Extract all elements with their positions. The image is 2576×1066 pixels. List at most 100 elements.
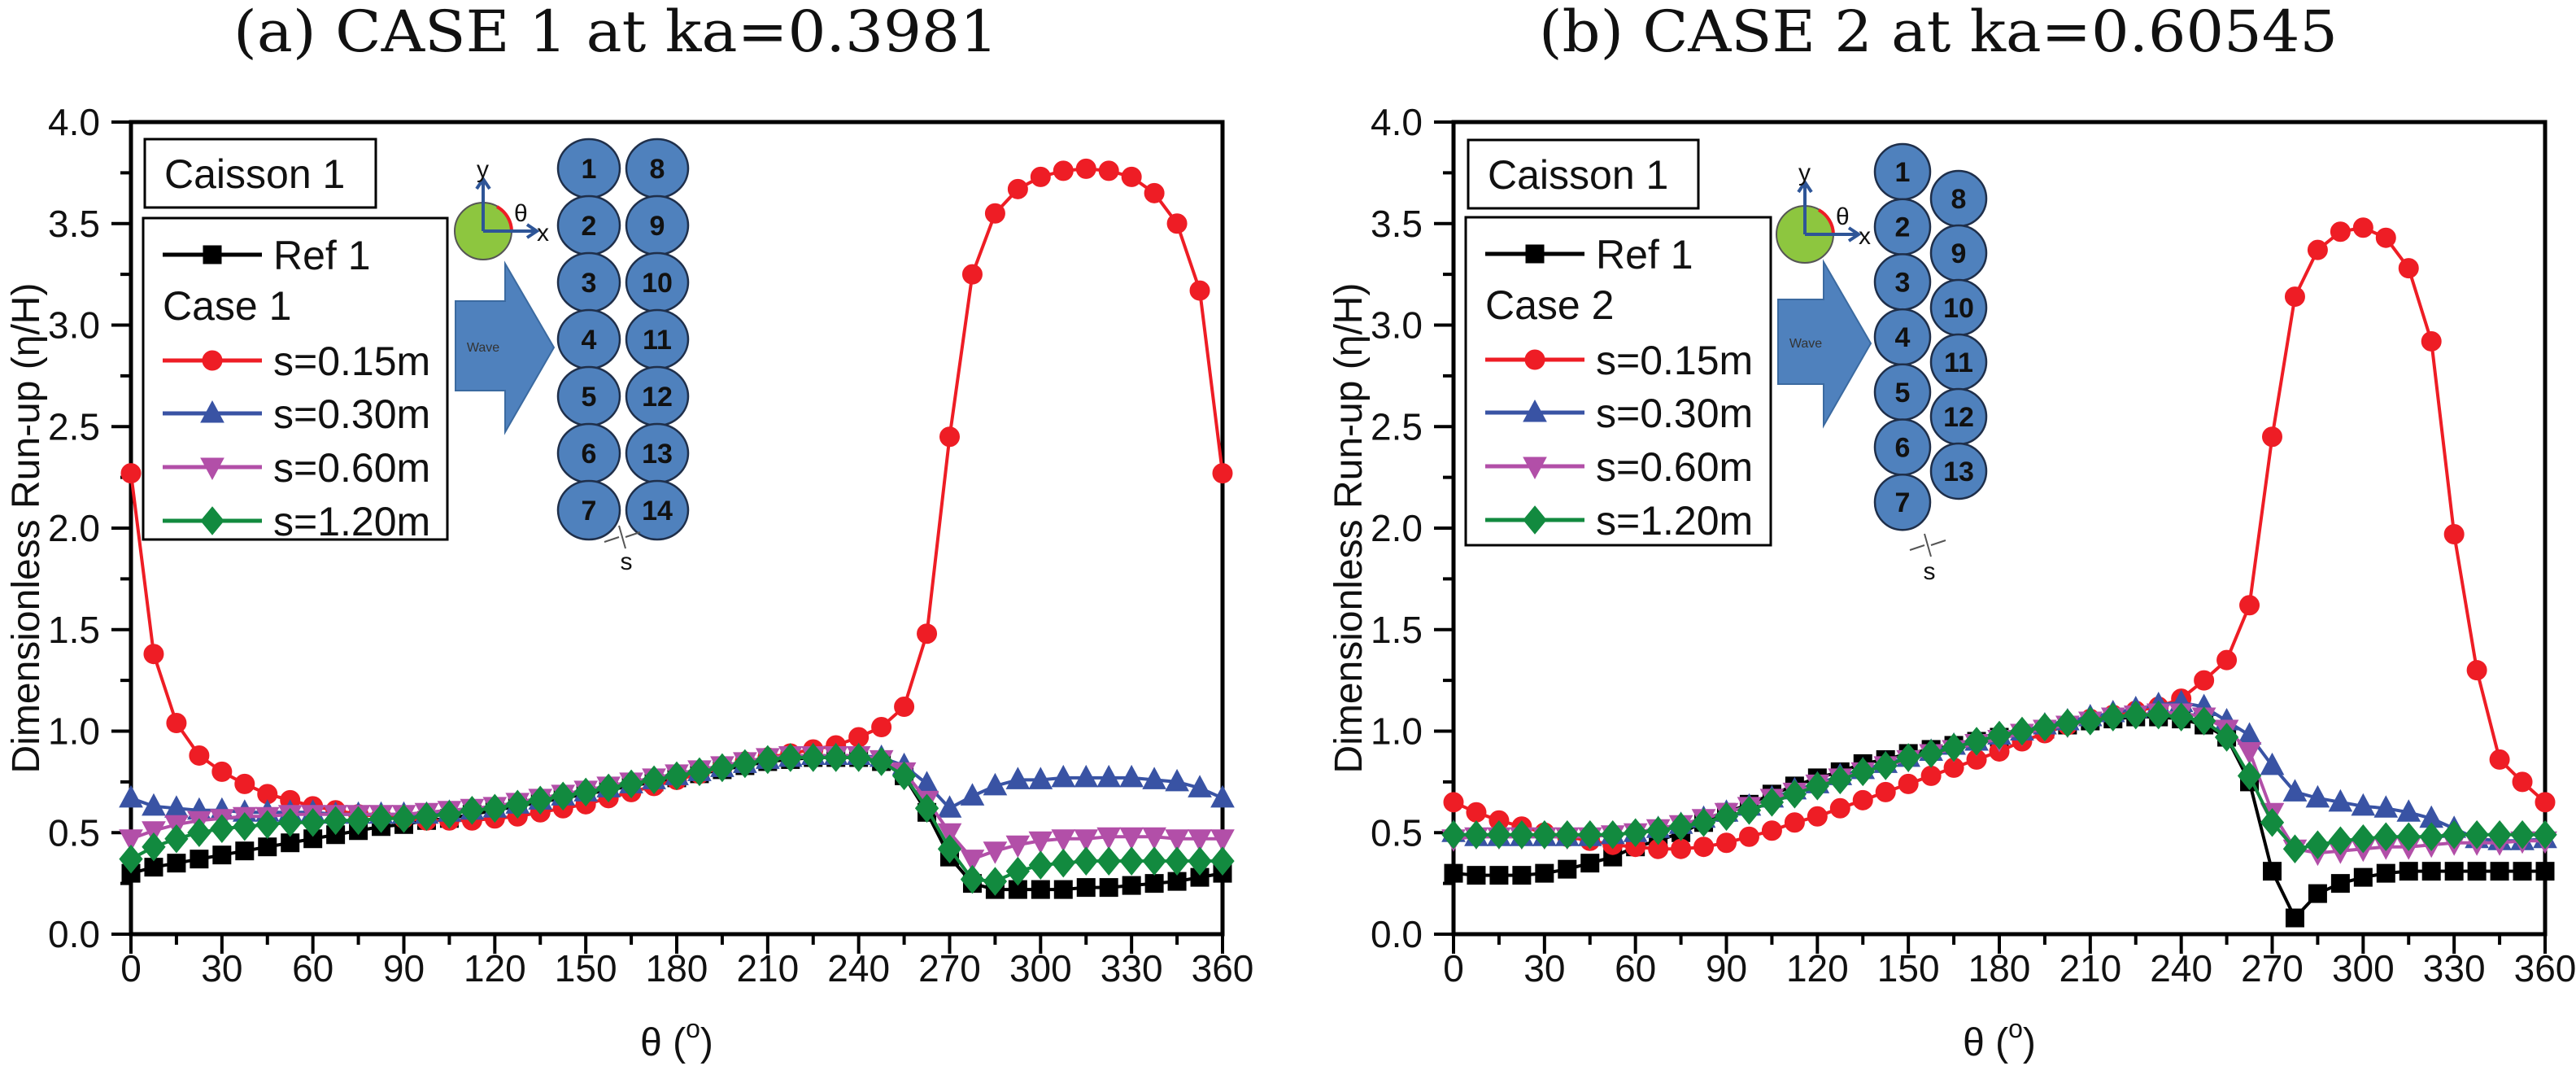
data-point [1693,837,1715,858]
x-tick-label: 30 [201,947,242,990]
data-point [1466,802,1487,823]
inset-y-label: y [1798,159,1811,186]
y-tick-label: 4.0 [1371,101,1423,143]
theta-arc-icon [495,205,513,232]
data-point [143,644,164,665]
y-axis-label: Dimensionless Run-up (η/H) [1327,283,1371,774]
caisson-number: 9 [650,211,665,242]
data-point [1558,859,1577,879]
data-point [983,867,1008,896]
data-point [1578,819,1602,850]
legend-marker [1523,457,1547,480]
data-point [119,784,143,808]
data-point [1210,846,1235,876]
x-axis-label-main: θ ( [640,1021,686,1064]
caisson-number: 1 [1895,157,1911,188]
data-point [937,834,962,863]
data-point [2398,258,2419,279]
data-point [1142,767,1166,789]
data-point [187,818,211,848]
data-point [1076,878,1096,898]
data-point [528,785,552,815]
data-point [142,832,166,862]
data-point [2305,784,2330,808]
data-point [2237,741,2262,765]
x-tick-label: 240 [827,947,890,990]
y-tick-label: 1.0 [1371,710,1423,753]
data-point [2487,819,2512,850]
data-point [210,814,234,844]
data-point [2421,862,2441,881]
data-point [1714,802,1739,832]
data-point [368,803,394,833]
data-point [391,803,416,833]
data-point [984,203,1005,224]
data-point [346,806,371,836]
data-point [1850,757,1875,787]
x-axis-label-close: ) [700,1021,713,1064]
gap-dimension-icon [1909,533,1946,557]
y-arrowhead-icon [1797,179,1813,194]
legend: Ref 1 Case 1 s=0.15m s=0.30m s=0.60m s=1.20m [142,216,449,544]
data-point [1119,764,1144,788]
legend-label: s=1.20m [273,499,430,544]
data-point [2419,822,2443,852]
x-axis-label-close: ) [2023,1021,2036,1064]
legend-label: Ref 1 [1596,232,1693,277]
data-point [1188,829,1212,852]
data-point [2375,227,2396,248]
wave-label: Wave [1789,337,1822,351]
caisson-number: 3 [1895,267,1911,298]
caisson-number: 13 [1943,457,1974,487]
x-tick-label: 330 [1101,947,1163,990]
data-point [642,765,666,795]
data-point [120,463,142,484]
data-point [1007,178,1028,199]
data-point [212,845,232,865]
caisson-number: 11 [643,325,672,356]
data-point [1580,854,1600,873]
data-point [142,793,166,816]
data-point [2263,862,2282,881]
data-point [1189,280,1210,301]
data-point [2443,523,2465,544]
data-point [1898,773,1919,794]
y-axis-label: Dimensionless Run-up (η/H) [5,283,48,774]
data-point [2330,874,2350,893]
data-point [1807,806,1828,827]
data-point [1467,866,1486,885]
caisson-label: Caisson 1 [1488,152,1668,198]
data-point [1005,767,1031,789]
y-tick-label: 3.5 [1371,203,1423,245]
data-point [2466,660,2487,681]
legend-label: s=0.15m [1596,338,1753,383]
caisson-icon [556,479,621,541]
caisson-number: 7 [1895,487,1911,518]
data-point [1051,764,1076,788]
data-point [1535,863,1554,883]
x-tick-label: 180 [646,947,708,990]
caisson-number: 2 [1895,212,1911,243]
data-point [1144,874,1164,893]
data-point [2513,862,2532,881]
data-point [2330,221,2351,242]
data-point [2353,867,2373,887]
caisson-number: 12 [1943,402,1974,433]
data-point [2239,595,2260,616]
data-point [1031,880,1050,899]
y-tick-label: 2.5 [48,405,100,448]
data-point [937,795,962,818]
legend-entry: s=0.60m [163,445,430,491]
series-s-1-20m [1441,700,2557,863]
data-point [1166,213,1188,234]
data-point [1784,812,1805,833]
x-tick-label: 0 [120,947,142,990]
caisson-number: 8 [650,154,665,185]
x-tick-label: 360 [1192,947,1254,990]
data-point [460,796,485,825]
y-tick-label: 0.5 [1371,811,1423,854]
data-point [1074,829,1099,852]
x-axis-label-degree: o [686,1014,700,1043]
y-tick-label: 2.0 [1371,507,1423,549]
data-point [871,717,892,738]
